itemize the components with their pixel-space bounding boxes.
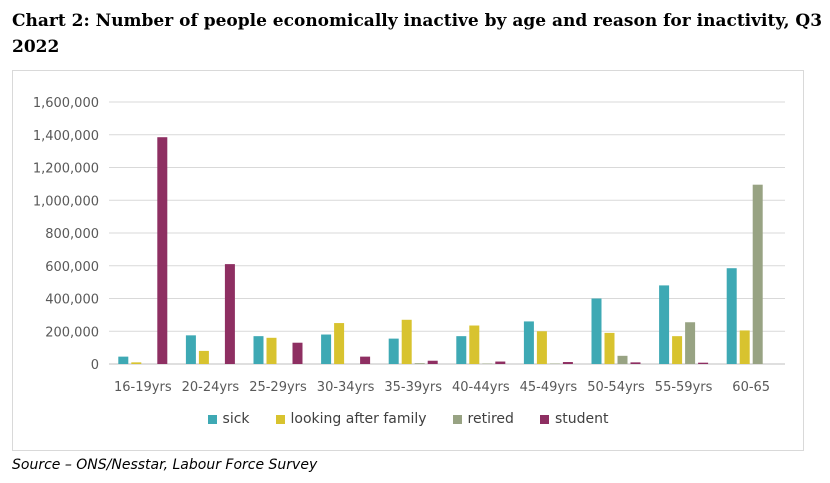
bar-looking-after-family-45-49yrs [536, 331, 547, 364]
x-tick-label: 16-19yrs [114, 380, 172, 395]
legend-label: looking after family [290, 411, 427, 427]
bar-looking-after-family-40-44yrs [469, 325, 480, 364]
bar-sick-40-44yrs [456, 336, 467, 364]
legend-label: student [554, 411, 609, 427]
legend-swatch [275, 414, 285, 424]
bar-retired-50-54yrs [617, 355, 628, 364]
x-tick-label: 25-29yrs [249, 380, 307, 395]
bar-looking-after-family-20-24yrs [198, 350, 209, 364]
x-tick-label: 40-44yrs [452, 380, 510, 395]
bar-student-55-59yrs [698, 362, 709, 364]
legend-label: sick [222, 411, 250, 427]
bar-sick-16-19yrs [118, 356, 129, 364]
x-tick-label: 50-54yrs [587, 380, 645, 395]
legend-item: retired [452, 411, 514, 427]
x-tick-label: 45-49yrs [520, 380, 578, 395]
bar-retired-55-59yrs [685, 322, 696, 364]
source-note: Source – ONS/Nesstar, Labour Force Surve… [12, 457, 318, 473]
chart-title: Chart 2: Number of people economically i… [12, 11, 823, 57]
bar-looking-after-family-16-19yrs [131, 362, 142, 364]
legend-label: retired [467, 411, 514, 427]
x-tick-label: 30-34yrs [317, 380, 375, 395]
bar-looking-after-family-35-39yrs [401, 319, 412, 364]
legend-item: looking after family [275, 411, 427, 427]
bar-sick-55-59yrs [659, 285, 670, 364]
bar-looking-after-family-30-34yrs [334, 323, 345, 364]
legend-item: student [539, 411, 609, 427]
legend-swatch [539, 414, 549, 424]
bar-student-35-39yrs [427, 360, 438, 364]
y-tick-label: 0 [91, 358, 99, 373]
y-tick-label: 600,000 [45, 260, 99, 275]
y-tick-label: 1,000,000 [33, 194, 99, 209]
y-tick-label: 1,600,000 [33, 96, 99, 111]
bar-student-16-19yrs [157, 137, 168, 364]
bar-student-20-24yrs [224, 264, 235, 364]
y-tick-label: 400,000 [45, 293, 99, 308]
bar-sick-25-29yrs [253, 336, 264, 364]
legend-item: sick [207, 411, 250, 427]
y-tick-label: 200,000 [45, 325, 99, 340]
bar-sick-45-49yrs [523, 321, 534, 364]
legend-swatch [207, 414, 217, 424]
bar-sick-20-24yrs [185, 335, 196, 364]
y-tick-label: 1,200,000 [33, 162, 99, 177]
bar-retired-60-65 [752, 184, 763, 364]
y-tick-label: 1,400,000 [33, 129, 99, 144]
legend-swatch [452, 414, 462, 424]
x-tick-label: 60-65 [732, 380, 770, 395]
bar-student-40-44yrs [495, 361, 506, 364]
chart-area: 0 200,000 400,000 600,000 800,000 1,000,000 1,… [12, 70, 804, 451]
chart-legend: sick looking after family retired student [13, 411, 803, 427]
bar-looking-after-family-25-29yrs [266, 337, 277, 364]
x-tick-label: 35-39yrs [384, 380, 442, 395]
bar-looking-after-family-50-54yrs [604, 332, 615, 364]
bar-retired-35-39yrs [414, 363, 425, 364]
bar-looking-after-family-60-65 [739, 330, 750, 364]
bar-student-50-54yrs [630, 362, 641, 364]
bar-student-25-29yrs [292, 342, 303, 364]
y-tick-label: 800,000 [45, 227, 99, 242]
bar-sick-30-34yrs [321, 334, 332, 364]
bar-sick-35-39yrs [388, 338, 399, 364]
bar-sick-60-65 [726, 268, 737, 364]
bar-chart: 0 200,000 400,000 600,000 800,000 1,000,000 1,… [33, 96, 785, 395]
bar-looking-after-family-55-59yrs [672, 336, 683, 364]
bar-sick-50-54yrs [591, 298, 602, 364]
bar-student-45-49yrs [562, 362, 573, 364]
bar-student-30-34yrs [360, 356, 371, 364]
x-tick-label: 55-59yrs [655, 380, 713, 395]
x-tick-label: 20-24yrs [182, 380, 240, 395]
